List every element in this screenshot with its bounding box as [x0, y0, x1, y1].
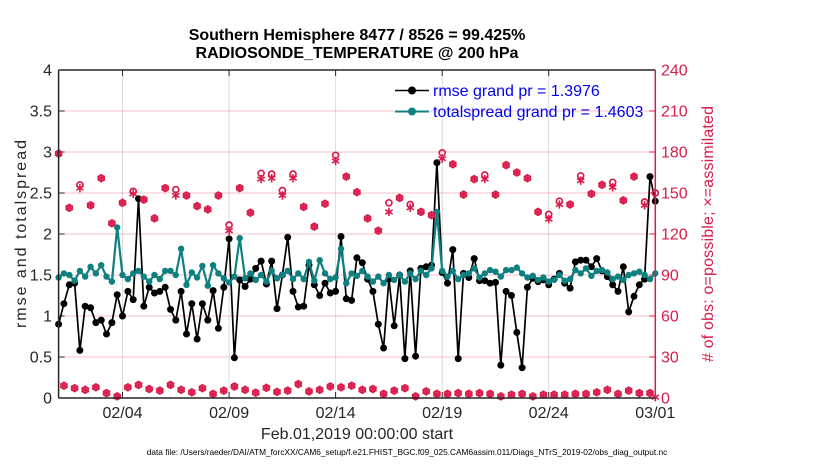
svg-text:2.5: 2.5: [30, 186, 52, 203]
svg-text:180: 180: [661, 145, 688, 162]
svg-text:150: 150: [661, 186, 688, 203]
svg-text:3: 3: [43, 145, 52, 162]
svg-text:120: 120: [661, 227, 688, 244]
svg-text:02/04: 02/04: [102, 405, 142, 422]
svg-text:RADIOSONDE_TEMPERATURE @ 200 h: RADIOSONDE_TEMPERATURE @ 200 hPa: [196, 45, 519, 62]
svg-text:4: 4: [43, 63, 52, 80]
svg-text:240: 240: [661, 63, 688, 80]
svg-text:90: 90: [661, 268, 679, 285]
svg-text:03/01: 03/01: [635, 405, 675, 422]
svg-text:3.5: 3.5: [30, 104, 52, 121]
svg-text:02/14: 02/14: [316, 405, 356, 422]
svg-text:60: 60: [661, 309, 679, 326]
svg-text:Southern Hemisphere 8477 / 852: Southern Hemisphere 8477 / 8526 = 99.425…: [189, 27, 526, 44]
svg-text:totalspread grand pr = 1.4603: totalspread grand pr = 1.4603: [433, 104, 643, 121]
svg-text:02/09: 02/09: [209, 405, 249, 422]
svg-text:2: 2: [43, 227, 52, 244]
svg-text:1: 1: [43, 309, 52, 326]
svg-text:0.5: 0.5: [30, 350, 52, 367]
svg-text:0: 0: [43, 391, 52, 408]
svg-text:0: 0: [661, 391, 670, 408]
svg-text:1.5: 1.5: [30, 268, 52, 285]
svg-text:02/19: 02/19: [422, 405, 462, 422]
svg-text:# of obs: o=possible; ×=assimi: # of obs: o=possible; ×=assimilated: [700, 106, 717, 362]
svg-text:Feb.01,2019 00:00:00 start: Feb.01,2019 00:00:00 start: [261, 426, 454, 443]
svg-text:data file: /Users/raeder/DAI/A: data file: /Users/raeder/DAI/ATM_forcXX/…: [147, 447, 668, 457]
svg-text:02/24: 02/24: [529, 405, 569, 422]
svg-text:30: 30: [661, 350, 679, 367]
svg-text:210: 210: [661, 104, 688, 121]
svg-text:rmse grand pr = 1.3976: rmse grand pr = 1.3976: [433, 83, 600, 100]
